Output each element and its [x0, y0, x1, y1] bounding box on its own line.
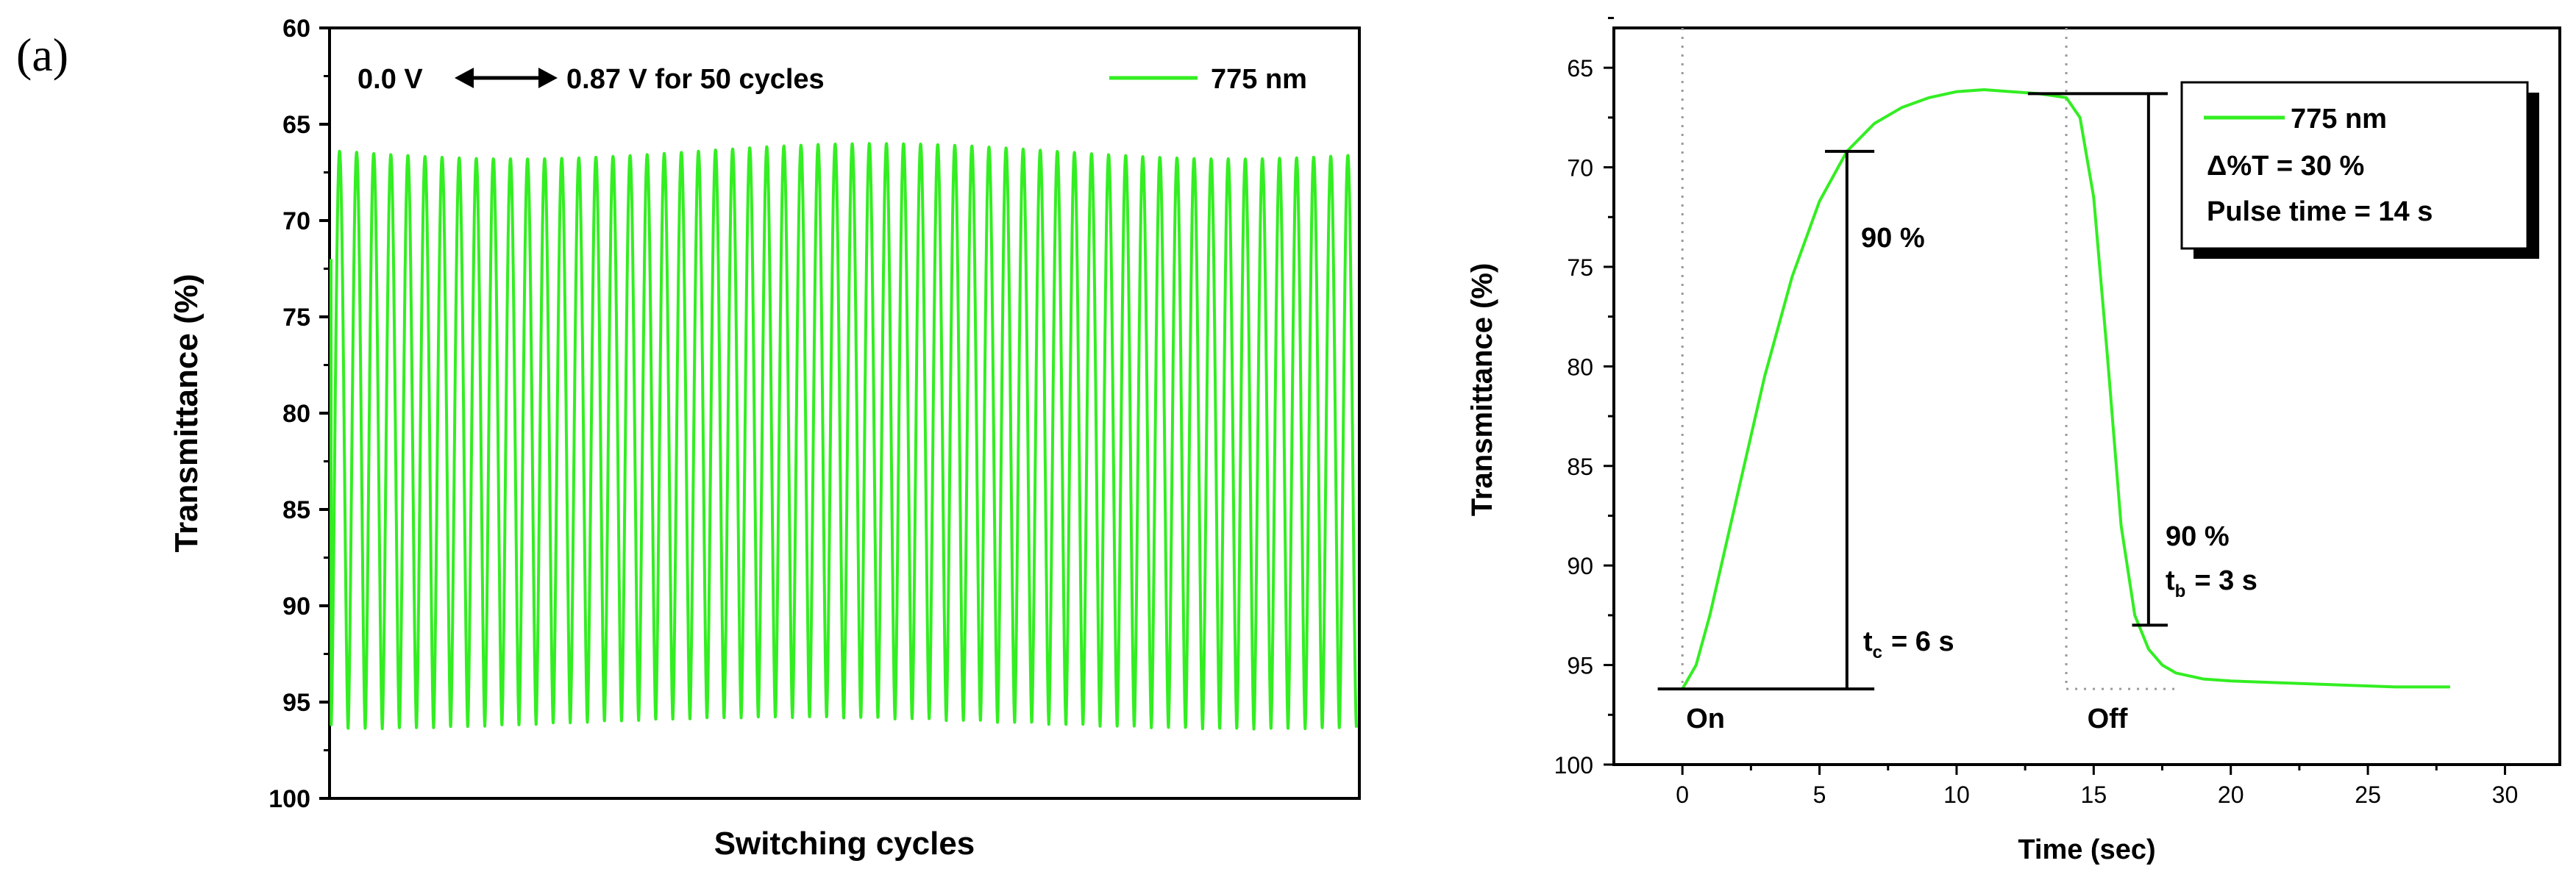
coloring-time-value: = 6 s [1891, 626, 1954, 657]
pulse-y-tick-label: 75 [1567, 254, 1593, 281]
bleaching-time-subscript: b [2175, 582, 2186, 601]
pulse-chart: 65 70 75 80 85 90 95 100 0 5 10 15 20 25 30 Transmitt… [1466, 16, 2561, 865]
pulse-series-line [1681, 88, 2450, 690]
bleaching-time-symbol: t [2166, 565, 2175, 596]
pulse-x-tick-label: 20 [2218, 781, 2244, 808]
pulse-y-tick-label: 90 [1567, 553, 1593, 579]
pulse-legend: 775 nm Δ%T = 30 % Pulse time = 14 s [2180, 81, 2539, 259]
coloring-time-subscript: c [1873, 643, 1882, 662]
cycling-y-axis-title: Transmittance (%) [168, 274, 204, 553]
cycling-y-tick-label: 65 [282, 111, 310, 139]
cycling-y-ticks: 60 65 70 75 80 85 90 95 100 [268, 15, 330, 813]
cycling-y-tick-label: 80 [282, 400, 310, 428]
coloring-90-label: 90 % [1861, 223, 1925, 254]
cycling-y-tick-label: 95 [282, 689, 310, 717]
bleaching-time-label: tb = 3 s [2166, 565, 2257, 601]
pulse-x-tick-label: 10 [1943, 781, 1970, 808]
pulse-dotted-guides [1681, 28, 2177, 690]
pulse-y-tick-label: 100 [1554, 752, 1593, 779]
pulse-x-tick-label: 25 [2355, 781, 2381, 808]
cycling-y-tick-label: 70 [282, 207, 310, 235]
pulse-x-tick-label: 5 [1813, 781, 1826, 808]
pulse-legend-box [2180, 81, 2529, 250]
cycling-series-line [330, 142, 1358, 731]
cycling-legend-label: 775 nm [1211, 64, 1307, 95]
pulse-time-label: Pulse time = 14 s [2207, 196, 2433, 227]
voltage-end-label: 0.87 V for 50 cycles [566, 64, 825, 95]
pulse-plot-frame [1612, 26, 2561, 766]
cycling-y-tick-label: 60 [282, 15, 310, 43]
cycling-y-tick-label: 90 [282, 593, 310, 620]
pulse-legend-label: 775 nm [2291, 104, 2387, 135]
pulse-delta-t-label: Δ%T = 30 % [2207, 151, 2364, 182]
pulse-x-tick-label: 15 [2081, 781, 2107, 808]
pulse-y-axis-title: Transmittance (%) [1466, 263, 1498, 517]
pulse-y-tick-label: 65 [1567, 55, 1593, 82]
cycling-y-tick-label: 100 [268, 785, 310, 813]
voltage-start-label: 0.0 V [357, 64, 423, 95]
cycling-chart: 60 65 70 75 80 85 90 95 100 Transmittance (%) Sw… [168, 15, 1361, 862]
panel-label: (a) [16, 29, 68, 81]
pulse-x-ticks: 0 5 10 15 20 25 30 [1676, 765, 2518, 808]
bleaching-time-value: = 3 s [2194, 565, 2257, 596]
cycling-y-tick-label: 75 [282, 304, 310, 332]
pulse-x-tick-label: 0 [1676, 781, 1689, 808]
pulse-y-tick-label: 70 [1567, 155, 1593, 182]
pulse-x-axis-title: Time (sec) [2018, 834, 2155, 865]
on-phase-label: On [1686, 704, 1725, 734]
bleaching-90-label: 90 % [2166, 521, 2230, 552]
pulse-y-ticks: 65 70 75 80 85 90 95 100 [1554, 16, 1614, 779]
double-arrow-icon [455, 68, 558, 88]
cycling-y-tick-label: 85 [282, 496, 310, 524]
pulse-y-tick-label: 95 [1567, 653, 1593, 679]
cycling-x-axis-title: Switching cycles [714, 826, 975, 862]
off-phase-label: Off [2088, 704, 2128, 734]
pulse-response-markers [1657, 92, 2168, 691]
coloring-time-symbol: t [1863, 626, 1873, 657]
pulse-y-tick-label: 85 [1567, 454, 1593, 480]
coloring-time-label: tc = 6 s [1863, 626, 1954, 662]
pulse-x-tick-label: 30 [2492, 781, 2519, 808]
pulse-y-tick-label: 80 [1567, 354, 1593, 380]
